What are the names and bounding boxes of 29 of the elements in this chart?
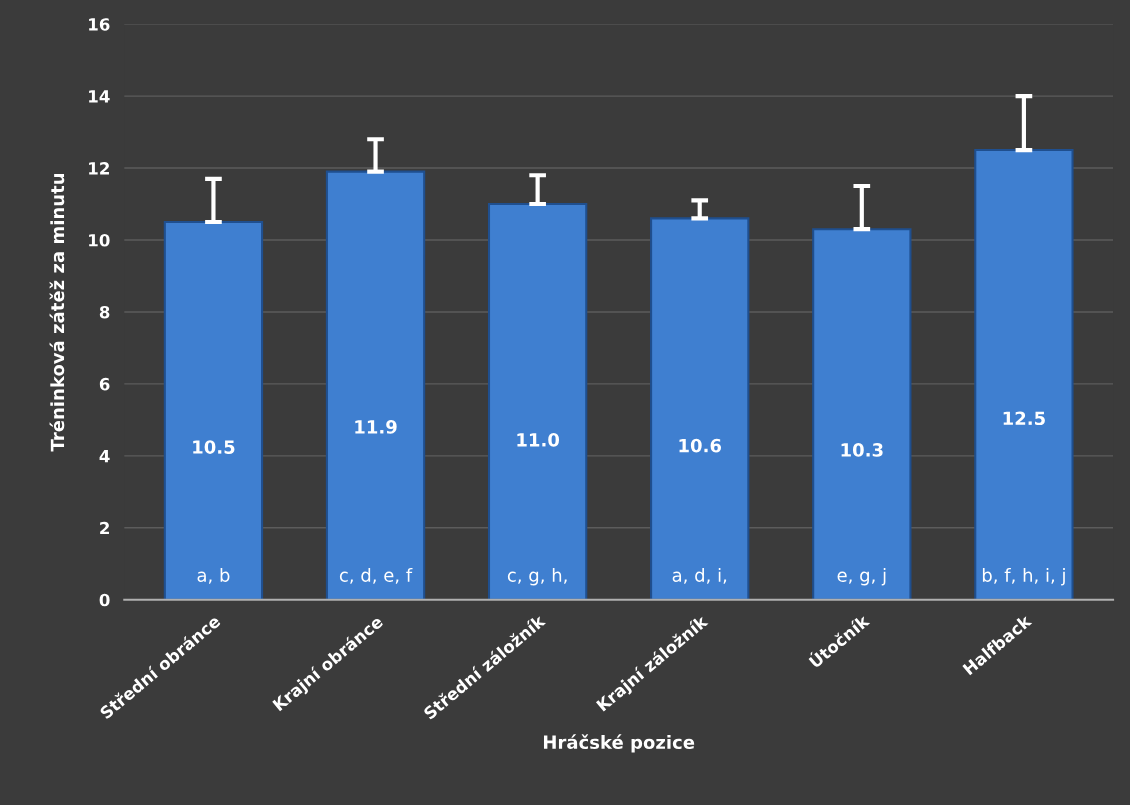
y-tick-label: 8 <box>99 305 110 319</box>
annotation: e, g, j <box>837 567 886 586</box>
x-axis-title: Hráčské pozice <box>543 734 695 753</box>
bar <box>487 202 588 600</box>
y-tick-label: 2 <box>100 521 109 535</box>
annotation: a, b <box>197 567 230 584</box>
data-label: 11.0 <box>517 433 560 447</box>
y-tick-label: 16 <box>89 18 110 31</box>
y-tick-label: 6 <box>99 377 110 391</box>
data-label: 11.9 <box>355 420 397 434</box>
bar <box>163 220 264 600</box>
bar <box>974 149 1074 600</box>
y-tick-label: 4 <box>99 450 110 463</box>
bar <box>812 228 912 600</box>
annotation: c, d, e, f <box>339 567 413 584</box>
annotation: a, d, i, <box>672 567 727 584</box>
annotation: b, f, h, i, j <box>982 567 1065 586</box>
y-tick-label: 10 <box>89 233 110 247</box>
y-tick-label: 12 <box>89 162 109 175</box>
data-label: 10.5 <box>193 440 235 454</box>
y-tick-label: 0 <box>99 593 110 607</box>
annotation: c, g, h, <box>507 567 567 586</box>
bar <box>650 217 750 600</box>
y-axis-title: Tréninková zátěž za minutu <box>49 173 65 452</box>
data-label: 12.5 <box>1003 411 1045 426</box>
bar <box>325 170 426 600</box>
data-label: 10.3 <box>841 443 883 457</box>
data-label: 10.6 <box>679 438 722 453</box>
y-tick-label: 14 <box>89 90 110 103</box>
